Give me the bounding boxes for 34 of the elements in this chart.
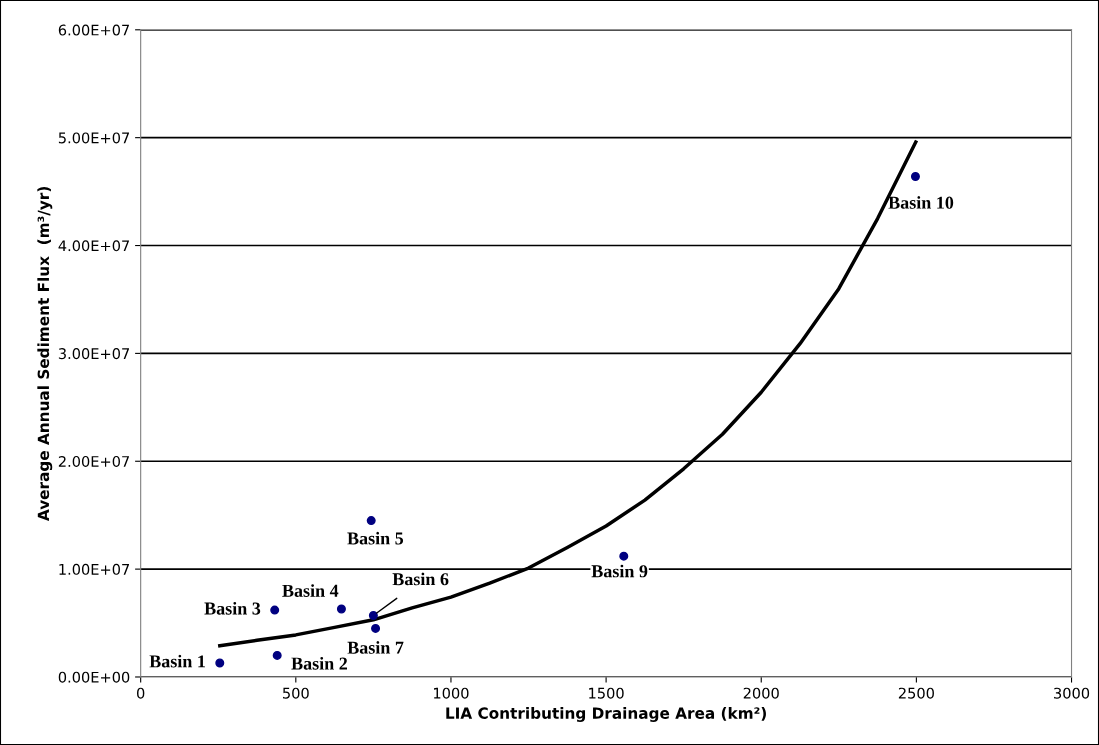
point <box>272 650 282 660</box>
y-axis-title: Average Annual Sediment Flux (m³/yr) <box>37 187 53 522</box>
point <box>619 551 629 561</box>
x-tick-label: 1500 <box>589 687 624 699</box>
point <box>368 610 378 620</box>
annotation: Basin 6 <box>392 572 449 586</box>
point <box>910 171 920 181</box>
x-tick-label: 3000 <box>1054 687 1090 699</box>
annotation: Basin 3 <box>204 601 261 615</box>
y-tick-label: 3.00E+07 <box>58 348 130 360</box>
point <box>366 516 376 526</box>
x-tick-label: 0 <box>136 687 145 699</box>
point <box>371 623 381 633</box>
y-tick-label: 0.00E+00 <box>58 671 130 683</box>
point <box>215 658 225 668</box>
annotation: Basin 9 <box>591 564 648 578</box>
x-axis-title: LIA Contributing Drainage Area (km²) <box>446 707 766 722</box>
y-tick-label: 5.00E+07 <box>58 132 130 144</box>
x-tick-label: 1000 <box>434 687 469 699</box>
annotation: Basin 10 <box>888 196 954 209</box>
y-tick-label: 1.00E+07 <box>59 563 130 575</box>
point <box>336 604 346 614</box>
annotation: Basin 1 <box>149 654 205 668</box>
annotation: Basin 4 <box>282 584 339 597</box>
y-tick-label: 6.00E+07 <box>58 24 130 36</box>
point <box>270 605 280 615</box>
y-tick-label: 4.00E+07 <box>58 240 130 252</box>
annotation: Basin 2 <box>291 656 348 670</box>
x-tick-label: 2000 <box>743 687 779 699</box>
x-tick-label: 500 <box>283 687 309 699</box>
annotation: Basin 7 <box>347 641 404 654</box>
annotation: Basin 5 <box>347 531 404 545</box>
y-tick-label: 2.00E+07 <box>58 455 130 467</box>
x-tick-label: 2500 <box>898 687 934 699</box>
